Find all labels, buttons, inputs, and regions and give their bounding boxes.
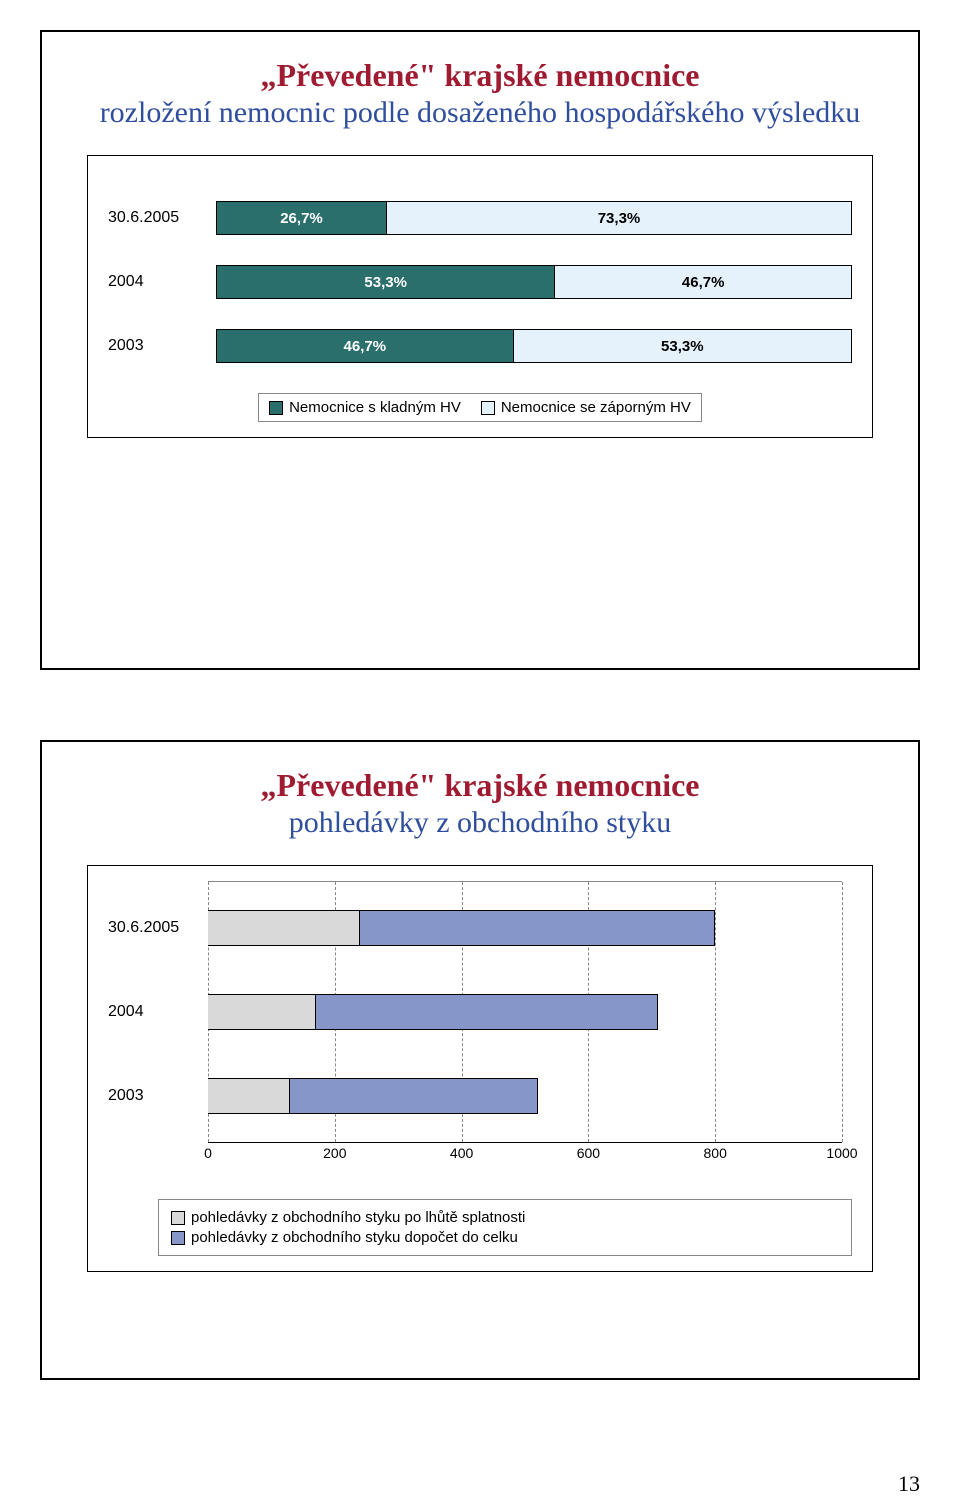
x-tick: 400 xyxy=(450,1145,473,1161)
hbar-label: 2003 xyxy=(108,337,216,355)
legend-item: Nemocnice s kladným HV xyxy=(269,399,461,416)
hbar-row: 200453,3%46,7% xyxy=(108,265,852,299)
slide-1: „Převedené" krajské nemocnice rozložení … xyxy=(40,30,920,670)
slide-2: „Převedené" krajské nemocnice pohledávky… xyxy=(40,740,920,1380)
legend-swatch xyxy=(171,1231,185,1245)
legend-item: pohledávky z obchodního styku dopočet do… xyxy=(171,1229,839,1246)
hbar-segment: 26,7% xyxy=(217,202,387,234)
bar-label: 2003 xyxy=(108,1087,198,1105)
hbar-row: 200346,7%53,3% xyxy=(108,329,852,363)
legend-item: Nemocnice se záporným HV xyxy=(481,399,691,416)
hbar-track: 53,3%46,7% xyxy=(216,265,852,299)
plot-area: 30.6.2005 2004 2003 xyxy=(208,881,842,1143)
legend-swatch xyxy=(171,1211,185,1225)
gridline xyxy=(842,882,843,1142)
x-tick: 200 xyxy=(323,1145,346,1161)
chart2-area: 30.6.20052004200302004006008001000 xyxy=(208,881,842,1181)
bar-row: 2003 xyxy=(208,1078,842,1114)
hbar-label: 2004 xyxy=(108,273,216,291)
hbar-segment: 46,7% xyxy=(555,266,851,298)
legend: pohledávky z obchodního styku po lhůtě s… xyxy=(158,1199,852,1256)
page-number: 13 xyxy=(898,1471,920,1497)
x-tick: 600 xyxy=(577,1145,600,1161)
hbar-track: 46,7%53,3% xyxy=(216,329,852,363)
bar-label: 30.6.2005 xyxy=(108,919,198,937)
legend-item: pohledávky z obchodního styku po lhůtě s… xyxy=(171,1209,839,1226)
legend-label: Nemocnice se záporným HV xyxy=(501,399,691,416)
bar-segment xyxy=(208,910,360,946)
x-axis: 02004006008001000 xyxy=(208,1143,842,1163)
x-tick: 1000 xyxy=(826,1145,857,1161)
slide2-title: „Převedené" krajské nemocnice xyxy=(77,767,883,804)
slide2-subtitle: pohledávky z obchodního styku xyxy=(77,806,883,840)
legend-swatch xyxy=(481,401,495,415)
hbar-track: 26,7%73,3% xyxy=(216,201,852,235)
hbar-segment: 53,3% xyxy=(217,266,555,298)
bar-segment xyxy=(208,1078,290,1114)
legend: Nemocnice s kladným HV Nemocnice se zápor… xyxy=(258,393,702,422)
bar-row: 30.6.2005 xyxy=(208,910,842,946)
slide1-chart: 30.6.200526,7%73,3%200453,3%46,7%200346,… xyxy=(87,155,873,438)
hbar-label: 30.6.2005 xyxy=(108,209,216,227)
bar-row: 2004 xyxy=(208,994,842,1030)
x-tick: 0 xyxy=(204,1145,212,1161)
bar-segment xyxy=(360,910,715,946)
bar-label: 2004 xyxy=(108,1003,198,1021)
hbar-row: 30.6.200526,7%73,3% xyxy=(108,201,852,235)
hbar-segment: 53,3% xyxy=(514,330,851,362)
slide1-title: „Převedené" krajské nemocnice xyxy=(77,57,883,94)
slide2-chart: 30.6.2005 2004 2003 0 200 400 600 800 1000 pohled… xyxy=(87,865,873,1272)
legend-label: Nemocnice s kladným HV xyxy=(289,399,461,416)
legend-swatch xyxy=(269,401,283,415)
bar-segment xyxy=(290,1078,537,1114)
x-tick: 800 xyxy=(704,1145,727,1161)
hbar-segment: 46,7% xyxy=(217,330,514,362)
legend-label: pohledávky z obchodního styku po lhůtě s… xyxy=(191,1209,525,1226)
bar-segment xyxy=(208,994,316,1030)
slide1-subtitle: rozložení nemocnic podle dosaženého hosp… xyxy=(77,96,883,130)
legend-label: pohledávky z obchodního styku dopočet do… xyxy=(191,1229,518,1246)
hbar-segment: 73,3% xyxy=(387,202,851,234)
bar-segment xyxy=(316,994,658,1030)
